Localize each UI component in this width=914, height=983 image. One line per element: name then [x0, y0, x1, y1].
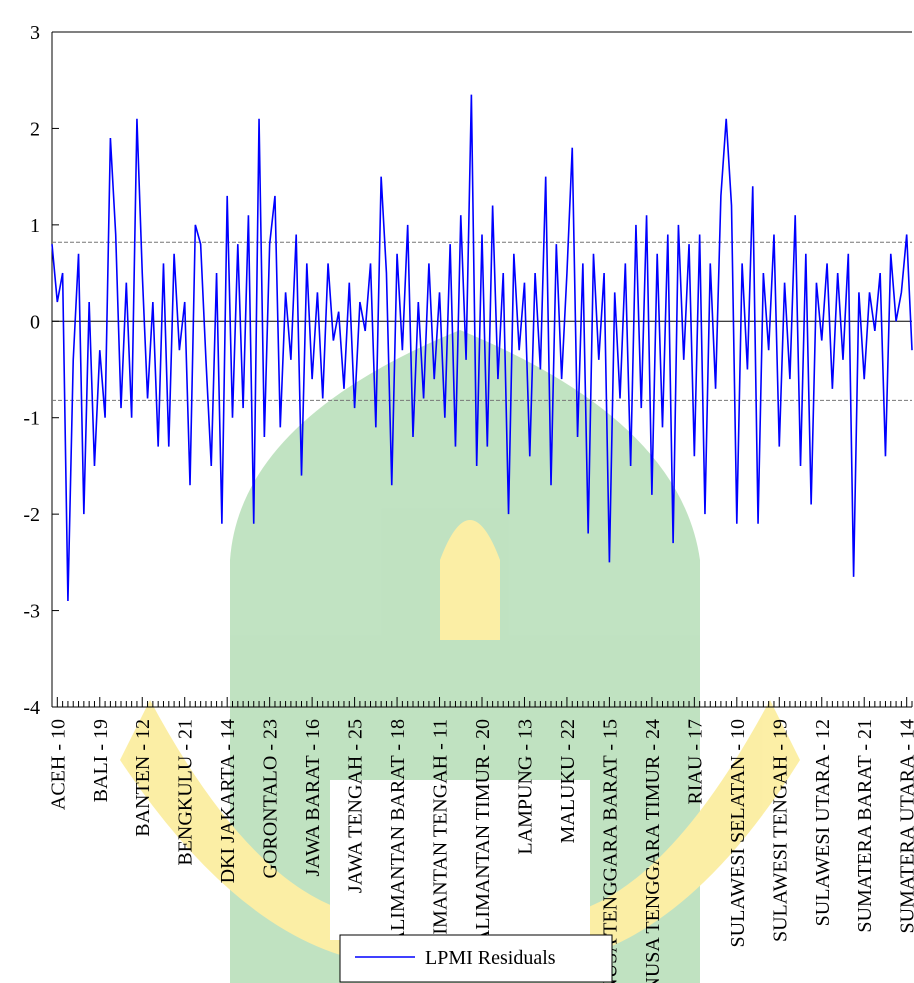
- x-tick-label: BANTEN - 12: [132, 719, 154, 837]
- x-tick-label: SULAWESI SELATAN - 10: [727, 719, 749, 947]
- x-tick-label: MALUKU - 22: [557, 719, 579, 843]
- x-tick-label: RIAU - 17: [684, 719, 706, 805]
- x-tick-label: SULAWESI UTARA - 12: [812, 719, 834, 926]
- x-tick-label: NUSA TENGGARA TIMUR - 24: [642, 719, 664, 983]
- x-tick-label: GORONTALO - 23: [260, 719, 282, 879]
- y-tick-label: 3: [30, 22, 40, 44]
- x-tick-label: DKI JAKARTA - 14: [217, 719, 239, 883]
- x-tick-label: BALI - 19: [90, 719, 112, 802]
- legend: LPMI Residuals: [340, 935, 612, 982]
- x-tick-label: SUMATERA BARAT - 21: [854, 719, 876, 933]
- x-tick-label: ACEH - 10: [47, 719, 69, 810]
- x-tick-label: SULAWESI TENGAH - 19: [769, 719, 791, 942]
- x-tick-label: BENGKULU - 21: [175, 719, 197, 866]
- y-tick-label: -3: [23, 601, 40, 623]
- y-tick-label: 1: [30, 215, 40, 237]
- y-tick-label: 2: [30, 118, 40, 140]
- y-tick-label: -1: [23, 408, 40, 430]
- x-tick-label: SUMATERA UTARA - 14: [897, 719, 914, 934]
- chart: -4 -3 -2 -1 0 1 2 3 ACEH - 10 BALI - 19 BANTEN - 1…: [0, 0, 914, 983]
- legend-label: LPMI Residuals: [425, 947, 556, 969]
- x-tick-label: LAMPUNG - 13: [514, 719, 536, 855]
- x-tick-label: JAWA BARAT - 16: [302, 719, 324, 877]
- y-tick-label: 0: [30, 311, 40, 333]
- x-tick-label: JAWA TENGAH - 25: [345, 719, 367, 893]
- y-tick-label: -4: [23, 697, 40, 719]
- x-tick-label: KALIMANTAN TIMUR - 20: [472, 719, 494, 959]
- watermark: [120, 330, 800, 983]
- x-tick-label: KALIMANTAN BARAT - 18: [387, 719, 409, 960]
- y-tick-label: -2: [23, 504, 40, 526]
